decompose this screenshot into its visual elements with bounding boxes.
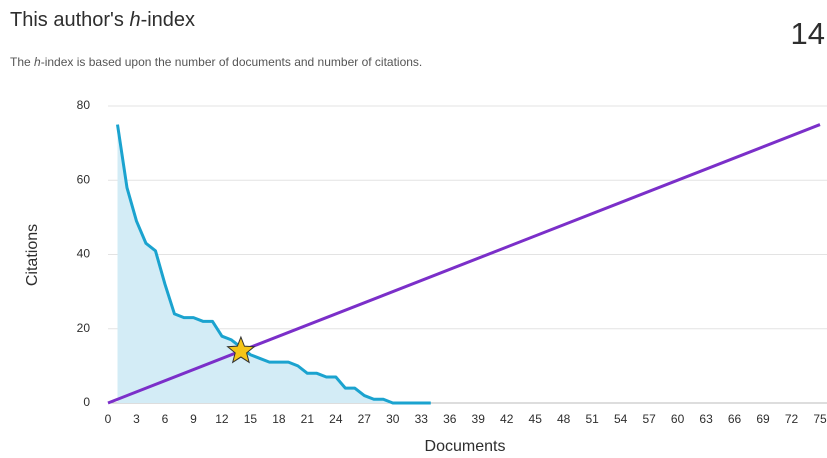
subtitle-text: The [10,55,34,69]
line [116,124,431,405]
x-tick-label: 18 [272,412,286,426]
x-tick-label: 12 [215,412,229,426]
title-text: h [129,9,140,31]
title-text: This author's [10,9,129,31]
x-tick-label: 0 [105,412,112,426]
x-tick-label: 72 [785,412,799,426]
x-tick-label: 21 [301,412,315,426]
subtitle-text: h [34,55,41,69]
x-tick-label: 48 [557,412,571,426]
x-tick-label: 69 [756,412,770,426]
y-tick-label: 40 [77,247,91,261]
x-tick-label: 9 [190,412,197,426]
x-tick-label: 54 [614,412,628,426]
x-tick-label: 15 [244,412,258,426]
x-axis-label: Documents [425,438,506,455]
x-tick-label: 75 [813,412,827,426]
x-tick-label: 63 [699,412,713,426]
h-index-star [226,335,256,364]
x-tick-label: 66 [728,412,742,426]
x-tick-label: 24 [329,412,343,426]
y-tick-label: 80 [77,98,91,112]
x-tick-label: 27 [358,412,372,426]
x-tick-label: 60 [671,412,685,426]
x-tick-label: 3 [133,412,140,426]
y-axis-label: Citations [24,224,41,286]
subtitle-text: -index is based upon the number of docum… [41,55,423,69]
y-tick-label: 60 [77,172,91,186]
x-tick-label: 45 [529,412,543,426]
title-text: -index [141,9,195,31]
area [117,124,431,403]
x-tick-label: 30 [386,412,400,426]
x-tick-label: 51 [585,412,599,426]
x-tick-label: 57 [642,412,656,426]
x-tick-label: 36 [443,412,457,426]
x-tick-label: 33 [415,412,429,426]
h-index-value: 14 [791,16,825,51]
y-tick-label: 0 [83,395,90,409]
x-tick-label: 6 [162,412,169,426]
x-tick-label: 39 [472,412,486,426]
line [107,123,821,405]
panel-title: This author's h-index [10,9,195,31]
y-tick-label: 20 [77,321,91,335]
x-tick-label: 42 [500,412,514,426]
subtitle: The h-index is based upon the number of … [10,55,422,69]
